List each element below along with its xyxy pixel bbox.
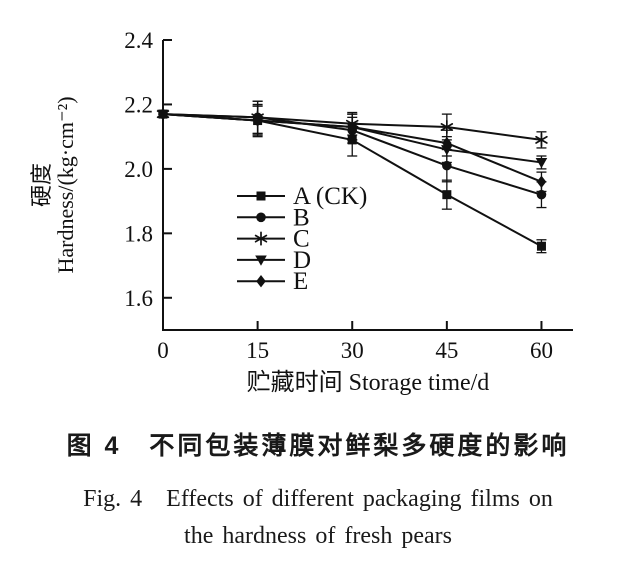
data-point-marker bbox=[442, 160, 452, 171]
legend-label: E bbox=[293, 268, 308, 295]
x-axis-title: 贮藏时间 Storage time/d bbox=[247, 369, 490, 396]
data-point-marker bbox=[442, 136, 452, 150]
y-tick-label: 2.0 bbox=[124, 157, 153, 182]
legend-item-b: B bbox=[237, 204, 310, 231]
y-tick-label: 2.4 bbox=[124, 28, 153, 53]
y-axis-title-en: Hardness/(kg·cm⁻²) bbox=[53, 96, 78, 273]
legend-label: A (CK) bbox=[293, 183, 367, 210]
data-point-marker bbox=[158, 107, 168, 121]
caption-english-line2: the hardness of fresh pears bbox=[184, 523, 452, 549]
legend-marker bbox=[256, 191, 266, 201]
legend-item-d: D bbox=[237, 247, 311, 274]
legend-marker bbox=[255, 255, 267, 266]
series-e bbox=[158, 105, 547, 193]
legend-item-a-ck: A (CK) bbox=[237, 183, 367, 210]
legend-item-e: E bbox=[237, 268, 308, 295]
figure-caption: 图 4 不同包装薄膜对鲜梨多硬度的影响 Fig. 4 Effects of di… bbox=[0, 426, 636, 550]
data-point-marker bbox=[535, 158, 548, 169]
data-point-marker bbox=[442, 190, 452, 200]
x-tick-label: 60 bbox=[530, 338, 553, 363]
figure-4: 1.6 1.8 2.0 2.2 2.4 0 15 30 45 60 硬度 Hardness/(kg·c… bbox=[0, 28, 636, 550]
x-axis-title-text: 贮藏时间 Storage time/d bbox=[247, 369, 490, 396]
caption-english-line1: Fig. 4 Effects of different packaging fi… bbox=[83, 486, 553, 512]
y-tick-label: 2.2 bbox=[124, 92, 153, 117]
caption-chinese: 图 4 不同包装薄膜对鲜梨多硬度的影响 bbox=[66, 432, 570, 460]
x-axis: 0 15 30 45 60 bbox=[157, 321, 553, 363]
y-tick-label: 1.6 bbox=[124, 286, 153, 311]
legend-label: B bbox=[293, 204, 310, 231]
y-axis-title-zh: 硬度 bbox=[29, 163, 54, 207]
x-tick-label: 45 bbox=[435, 338, 458, 363]
data-point-marker bbox=[536, 241, 546, 251]
legend-label: C bbox=[293, 226, 310, 253]
legend-label: D bbox=[293, 247, 311, 274]
legend-marker bbox=[256, 212, 266, 223]
data-point-marker bbox=[536, 189, 547, 200]
legend-marker bbox=[256, 275, 266, 288]
data-point-marker bbox=[535, 132, 548, 147]
data-point-marker bbox=[252, 114, 263, 127]
y-axis-title: 硬度 Hardness/(kg·cm⁻²) bbox=[29, 96, 78, 273]
x-tick-label: 0 bbox=[157, 338, 169, 363]
legend-item-c: C bbox=[237, 226, 310, 253]
data-point-marker bbox=[536, 175, 547, 188]
y-tick-label: 1.8 bbox=[124, 221, 153, 246]
hardness-line-chart: 1.6 1.8 2.0 2.2 2.4 0 15 30 45 60 硬度 Hardness/(kg·c… bbox=[29, 28, 573, 396]
data-point-marker bbox=[347, 120, 358, 134]
legend-marker bbox=[254, 231, 268, 246]
x-tick-label: 15 bbox=[246, 338, 269, 363]
y-axis: 1.6 1.8 2.0 2.2 2.4 bbox=[124, 28, 172, 311]
x-tick-label: 30 bbox=[341, 338, 364, 363]
